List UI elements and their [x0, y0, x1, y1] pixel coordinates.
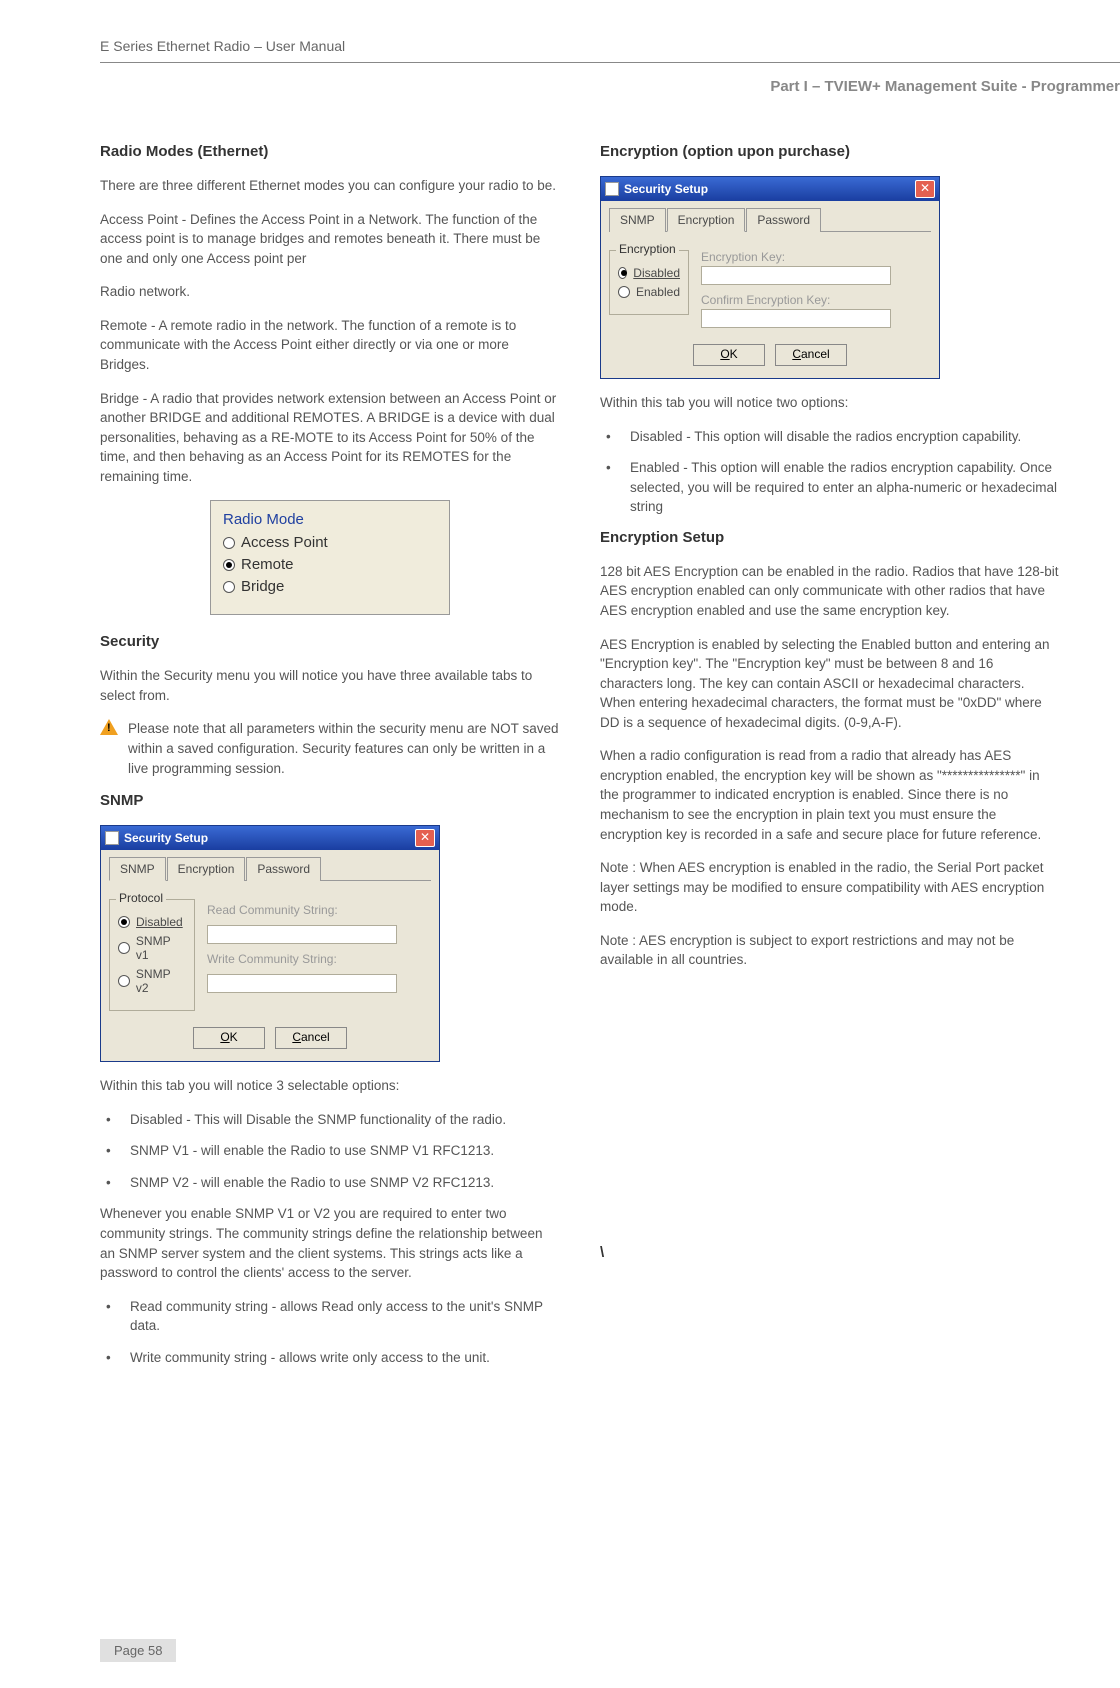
warning-icon	[100, 719, 128, 778]
heading-encryption-setup: Encryption Setup	[600, 529, 1060, 546]
radio-icon	[618, 267, 627, 279]
groupbox-legend: Protocol	[116, 891, 166, 905]
field-label: Read Community String:	[207, 903, 347, 917]
body-text: Write community string - allows write on…	[130, 1348, 560, 1368]
body-text: When a radio configuration is read from …	[600, 746, 1060, 844]
radio-icon	[618, 286, 630, 298]
dialog-title: Security Setup	[124, 831, 415, 845]
radio-option-disabled[interactable]: Disabled	[618, 266, 680, 280]
radio-icon	[118, 942, 130, 954]
body-text: Within this tab you will notice two opti…	[600, 393, 1060, 413]
radio-label: Disabled	[633, 266, 680, 280]
heading-snmp: SNMP	[100, 792, 560, 809]
ok-button[interactable]: OK	[193, 1027, 265, 1049]
radio-icon	[223, 581, 235, 593]
encryption-dialog: Security Setup ✕ SNMP Encryption Passwor…	[600, 176, 940, 379]
tab-password[interactable]: Password	[746, 208, 821, 232]
field-label: Encryption Key:	[701, 250, 841, 264]
heading-radio-modes: Radio Modes (Ethernet)	[100, 143, 560, 160]
body-text: Access Point - Defines the Access Point …	[100, 210, 560, 269]
body-text: Please note that all parameters within t…	[128, 719, 560, 778]
write-community-input[interactable]	[207, 974, 397, 993]
heading-security: Security	[100, 633, 560, 650]
read-community-input[interactable]	[207, 925, 397, 944]
radio-icon	[118, 916, 130, 928]
tab-encryption[interactable]: Encryption	[667, 208, 746, 232]
body-text: There are three different Ethernet modes…	[100, 176, 560, 196]
radio-label: Remote	[241, 556, 294, 573]
encryption-key-input[interactable]	[701, 266, 891, 285]
body-text: Disabled - This will Disable the SNMP fu…	[130, 1110, 560, 1130]
app-icon	[605, 182, 619, 196]
radio-icon	[223, 537, 235, 549]
body-text: SNMP V2 - will enable the Radio to use S…	[130, 1173, 560, 1193]
part-title: Part I – TVIEW+ Management Suite - Progr…	[770, 78, 1120, 95]
body-text: Read community string - allows Read only…	[130, 1297, 560, 1336]
confirm-encryption-key-input[interactable]	[701, 309, 891, 328]
stray-backslash: \	[600, 1244, 1060, 1261]
radio-label: Bridge	[241, 578, 284, 595]
body-text: Radio network.	[100, 282, 560, 302]
groupbox-legend: Encryption	[616, 242, 679, 256]
cancel-button[interactable]: Cancel	[275, 1027, 347, 1049]
radio-option-enabled[interactable]: Enabled	[618, 285, 680, 299]
tab-snmp[interactable]: SNMP	[109, 857, 166, 881]
radio-label: SNMP v1	[136, 934, 186, 962]
page-number: Page 58	[100, 1639, 176, 1662]
body-text: Disabled - This option will disable the …	[630, 427, 1060, 447]
tab-snmp[interactable]: SNMP	[609, 208, 666, 232]
radio-option-disabled[interactable]: Disabled	[118, 915, 186, 929]
body-text: 128 bit AES Encryption can be enabled in…	[600, 562, 1060, 621]
radio-label: Access Point	[241, 534, 328, 551]
radio-option-snmpv1[interactable]: SNMP v1	[118, 934, 186, 962]
heading-encryption: Encryption (option upon purchase)	[600, 143, 1060, 160]
radio-label: Enabled	[636, 285, 680, 299]
radio-mode-legend: Radio Mode	[223, 511, 437, 528]
radio-option-access-point[interactable]: Access Point	[223, 534, 437, 551]
body-text: Within the Security menu you will notice…	[100, 666, 560, 705]
header-rule	[100, 62, 1120, 63]
cancel-button[interactable]: Cancel	[775, 344, 847, 366]
snmp-dialog: Security Setup ✕ SNMP Encryption Passwor…	[100, 825, 440, 1062]
body-text: SNMP V1 - will enable the Radio to use S…	[130, 1141, 560, 1161]
radio-option-remote[interactable]: Remote	[223, 556, 437, 573]
bullet-icon: •	[100, 1297, 130, 1336]
radio-label: Disabled	[136, 915, 183, 929]
radio-label: SNMP v2	[136, 967, 186, 995]
body-text: AES Encryption is enabled by selecting t…	[600, 635, 1060, 733]
body-text: Note : When AES encryption is enabled in…	[600, 858, 1060, 917]
app-icon	[105, 831, 119, 845]
body-text: Whenever you enable SNMP V1 or V2 you ar…	[100, 1204, 560, 1282]
field-label: Write Community String:	[207, 952, 347, 966]
bullet-icon: •	[600, 458, 630, 517]
body-text: Enabled - This option will enable the ra…	[630, 458, 1060, 517]
tab-password[interactable]: Password	[246, 857, 321, 881]
body-text: Within this tab you will notice 3 select…	[100, 1076, 560, 1096]
radio-mode-panel: Radio Mode Access Point Remote Bridge	[210, 500, 450, 615]
ok-button[interactable]: OK	[693, 344, 765, 366]
bullet-icon: •	[100, 1348, 130, 1368]
dialog-titlebar: Security Setup ✕	[601, 177, 939, 201]
radio-option-snmpv2[interactable]: SNMP v2	[118, 967, 186, 995]
bullet-icon: •	[100, 1173, 130, 1193]
doc-title: E Series Ethernet Radio – User Manual	[100, 38, 1120, 54]
body-text: Bridge - A radio that provides network e…	[100, 389, 560, 487]
bullet-icon: •	[100, 1110, 130, 1130]
field-label: Confirm Encryption Key:	[701, 293, 841, 307]
radio-option-bridge[interactable]: Bridge	[223, 578, 437, 595]
tab-encryption[interactable]: Encryption	[167, 857, 246, 881]
radio-icon	[223, 559, 235, 571]
body-text: Note : AES encryption is subject to expo…	[600, 931, 1060, 970]
bullet-icon: •	[100, 1141, 130, 1161]
bullet-icon: •	[600, 427, 630, 447]
dialog-title: Security Setup	[624, 182, 915, 196]
close-icon[interactable]: ✕	[415, 829, 435, 847]
close-icon[interactable]: ✕	[915, 180, 935, 198]
radio-icon	[118, 975, 130, 987]
body-text: Remote - A remote radio in the network. …	[100, 316, 560, 375]
dialog-titlebar: Security Setup ✕	[101, 826, 439, 850]
